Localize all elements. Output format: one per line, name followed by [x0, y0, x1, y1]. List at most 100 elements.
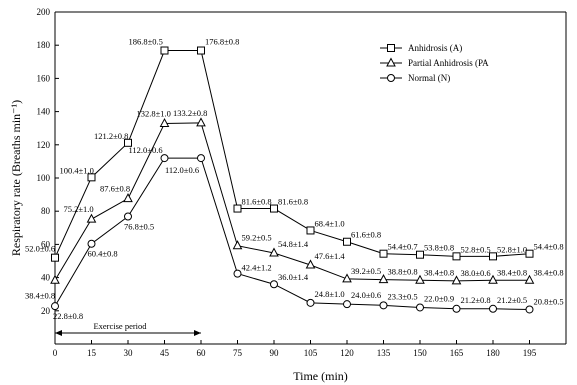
- data-point-square: [489, 252, 497, 261]
- data-point-square: [233, 204, 242, 213]
- data-point-triangle: [50, 274, 60, 284]
- y-tick-label: 60: [41, 239, 51, 249]
- data-point-triangle: [196, 117, 206, 127]
- data-point-triangle: [524, 274, 535, 284]
- data-point-triangle: [269, 247, 279, 257]
- axes: 20 40 60 80 100 120 140 160 180 200 0 15 30 45 60 75 90 1…: [37, 7, 567, 358]
- data-point-square: [160, 46, 169, 55]
- data-label: 121.2±0.8: [94, 131, 128, 141]
- data-point-triangle: [415, 274, 425, 284]
- data-point-circle: [306, 298, 315, 307]
- y-tick-label: 140: [37, 107, 51, 117]
- data-label: 132.8±1.0: [137, 109, 171, 119]
- data-label: 36.0±1.4: [278, 272, 309, 282]
- x-tick-label: 30: [124, 348, 134, 358]
- data-point-circle: [51, 302, 59, 311]
- data-point-triangle: [232, 240, 243, 250]
- data-label: 22.0±0.9: [424, 293, 454, 303]
- x-tick-label: 90: [270, 348, 280, 358]
- annotation-label: Exercise period: [93, 321, 147, 331]
- data-point-circle: [489, 304, 497, 313]
- data-point-square: [197, 46, 205, 55]
- data-label: 38.8±0.8: [388, 267, 418, 277]
- data-point-square: [379, 249, 388, 258]
- series-circle: [51, 154, 534, 314]
- data-label: 23.3±0.5: [388, 291, 418, 301]
- data-label: 100.4±1.0: [60, 165, 94, 175]
- legend-entry-circle: Normal (N): [380, 73, 450, 83]
- data-point-triangle: [123, 193, 133, 203]
- data-point-square: [343, 237, 351, 246]
- data-point-circle: [124, 212, 132, 221]
- x-tick-label: 180: [486, 348, 500, 358]
- annotation-arrow-right: [194, 330, 201, 336]
- data-label: 21.2±0.5: [497, 295, 527, 305]
- data-label: 112.0±0.6: [165, 165, 199, 175]
- data-point-square: [51, 253, 59, 262]
- legend-marker-triangle: [386, 57, 396, 67]
- data-label: 112.0±0.6: [129, 145, 163, 155]
- data-point-triangle: [159, 117, 170, 128]
- data-point-triangle: [378, 274, 389, 284]
- data-label: 81.6±0.8: [278, 197, 308, 207]
- data-point-circle: [416, 303, 424, 312]
- legend-entry-triangle: Partial Anhidrosis (PA: [380, 57, 489, 68]
- data-point-square: [87, 173, 96, 182]
- y-tick-label: 40: [41, 273, 51, 283]
- data-point-square: [306, 226, 315, 235]
- data-label: 24.0±0.6: [351, 290, 381, 300]
- data-point-triangle: [342, 273, 352, 283]
- y-tick-label: 160: [37, 73, 51, 83]
- data-label: 75.2±1.0: [64, 204, 94, 214]
- x-tick-label: 105: [304, 348, 318, 358]
- y-tick-label: 200: [37, 7, 51, 17]
- x-tick-label: 45: [160, 348, 170, 358]
- y-axis-title: Respiratory rate (Breaths min⁻¹): [9, 100, 23, 256]
- data-label: 68.4±1.0: [315, 218, 345, 228]
- x-tick-label: 135: [377, 348, 391, 358]
- data-label: 21.2±0.8: [461, 295, 491, 305]
- data-point-square: [525, 249, 534, 258]
- data-label: 60.4±0.8: [88, 249, 118, 259]
- legend-label: Partial Anhidrosis (PA: [408, 58, 489, 68]
- data-label: 20.8±0.5: [534, 296, 564, 306]
- y-tick-label: 80: [41, 206, 51, 216]
- x-tick-label: 75: [233, 348, 243, 358]
- series-square: [51, 46, 534, 262]
- series-line: [54, 50, 530, 258]
- y-tick-label: 120: [37, 140, 51, 150]
- data-label: 38.4±0.8: [497, 267, 527, 277]
- legend: Anhidrosis (A) Partial Anhidrosis (PA Norm…: [380, 43, 489, 83]
- y-tick-label: 180: [37, 40, 51, 50]
- x-tick-label: 0: [53, 348, 58, 358]
- data-point-square: [124, 138, 132, 147]
- x-tick-label: 60: [197, 348, 207, 358]
- data-label: 42.4±1.2: [242, 263, 272, 273]
- data-point-square: [416, 250, 424, 259]
- series-line: [54, 122, 530, 282]
- legend-label: Anhidrosis (A): [408, 43, 462, 53]
- data-label: 59.2±0.5: [242, 233, 272, 243]
- data-label: 54.4±0.8: [534, 242, 564, 252]
- exercise-period-annotation: Exercise period: [54, 321, 201, 340]
- x-tick-label: 120: [340, 348, 354, 358]
- x-tick-label: 150: [413, 348, 427, 358]
- legend-label: Normal (N): [408, 73, 450, 83]
- data-label: 76.8±0.5: [124, 222, 154, 232]
- data-label: 186.8±0.5: [129, 37, 163, 47]
- data-label: 133.2±0.8: [173, 108, 207, 118]
- data-point-circle: [379, 301, 388, 310]
- annotation-arrow-left: [55, 330, 62, 336]
- x-tick-label: 195: [523, 348, 537, 358]
- x-tick-label: 15: [87, 348, 97, 358]
- series-triangle: [50, 117, 535, 285]
- y-tick-label: 20: [41, 306, 51, 316]
- data-label: 81.6±0.8: [242, 197, 272, 207]
- data-point-circle: [525, 305, 534, 314]
- data-label: 38.4±0.8: [25, 290, 55, 300]
- data-label: 47.6±1.4: [315, 251, 346, 261]
- legend-entry-square: Anhidrosis (A): [380, 43, 462, 53]
- x-tick-label: 165: [450, 348, 464, 358]
- series-line: [54, 157, 530, 310]
- data-point-circle: [87, 239, 96, 248]
